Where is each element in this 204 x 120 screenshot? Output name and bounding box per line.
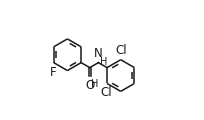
Text: H: H <box>101 57 108 67</box>
Text: H: H <box>91 79 99 89</box>
Text: Cl: Cl <box>115 44 126 57</box>
Text: F: F <box>50 66 57 79</box>
Text: Cl: Cl <box>101 87 112 99</box>
Text: O: O <box>85 79 94 92</box>
Text: N: N <box>94 47 103 60</box>
